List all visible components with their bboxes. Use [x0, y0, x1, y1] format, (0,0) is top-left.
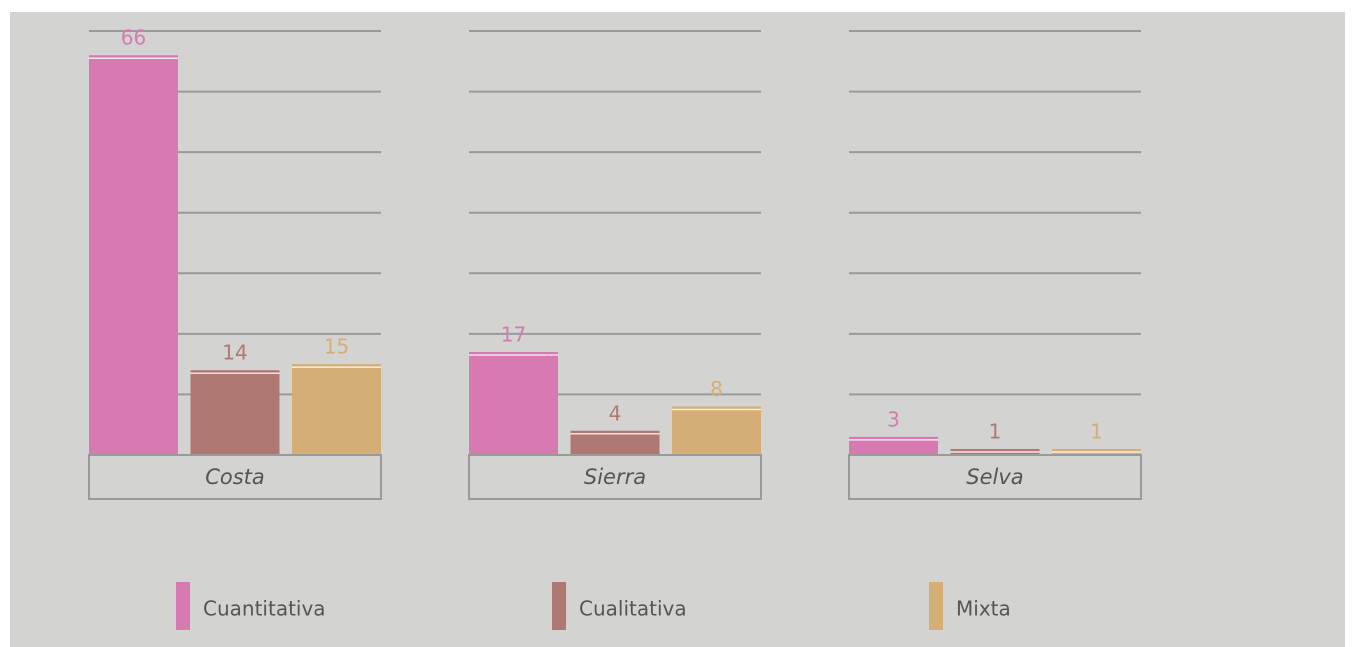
- category-box: [848, 454, 1142, 500]
- legend-label: Cualitativa: [579, 597, 687, 621]
- bar: [672, 406, 761, 455]
- background: [10, 12, 1345, 647]
- bar: [469, 352, 558, 455]
- bar: [570, 430, 660, 455]
- category-label: Selva: [966, 465, 1023, 489]
- value-label: 1: [989, 419, 1002, 443]
- legend-label: Mixta: [956, 597, 1011, 621]
- value-label: 8: [710, 377, 723, 401]
- value-label: 3: [887, 407, 900, 431]
- category-label: Costa: [205, 465, 265, 489]
- legend-swatch: [552, 582, 566, 630]
- category-label: Sierra: [584, 465, 646, 489]
- value-label: 15: [324, 335, 349, 359]
- legend-label: Cuantitativa: [203, 597, 326, 621]
- legend-swatch: [176, 582, 190, 630]
- value-label: 4: [609, 401, 622, 425]
- category-box: [468, 454, 762, 500]
- value-label: 14: [222, 341, 247, 365]
- value-label: 66: [121, 26, 146, 50]
- bar: [292, 364, 381, 455]
- value-label: 17: [501, 323, 526, 347]
- bar: [190, 370, 280, 455]
- bar: [849, 436, 938, 455]
- category-box: [88, 454, 382, 500]
- bar: [89, 55, 178, 455]
- value-label: 1: [1090, 419, 1103, 443]
- legend-swatch: [929, 582, 943, 630]
